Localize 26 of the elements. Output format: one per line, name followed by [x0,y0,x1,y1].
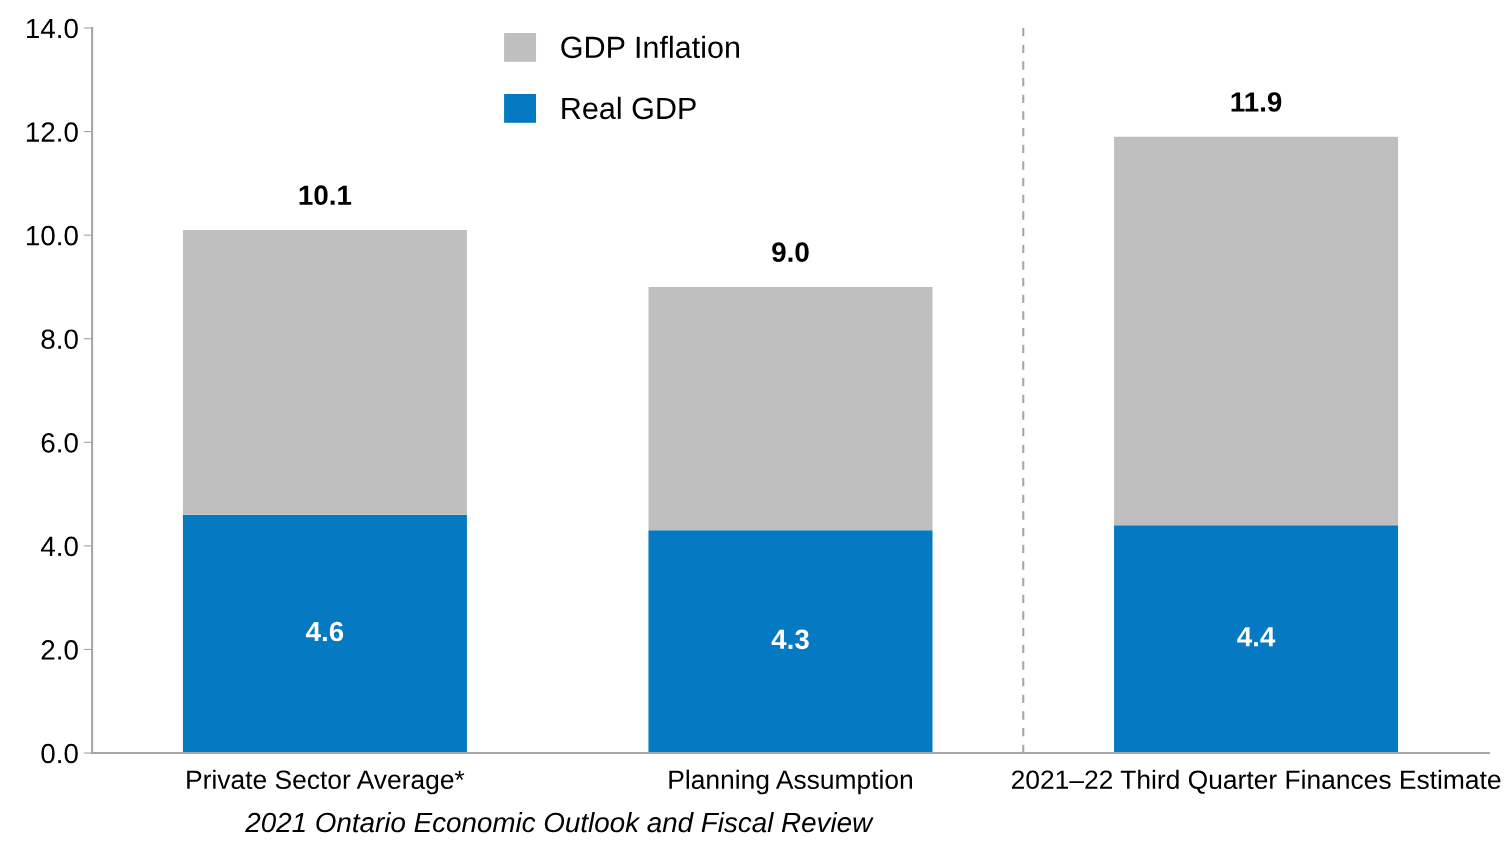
y-tick-label: 8.0 [41,329,78,350]
x-tick-label: 2021–22 Third Quarter Finances Estimate [1011,769,1501,794]
y-tick-label: 10.0 [26,225,78,246]
legend-label: Real GDP [562,96,696,120]
total-label: 11.9 [1231,92,1282,112]
x-tick-label: Private Sector Average* [187,769,465,795]
bar [648,530,933,754]
x-tick-label: Planning Assumption [669,769,913,795]
total-label: 9.0 [772,242,809,262]
y-tick-label: 14.0 [26,18,78,39]
bar [182,514,467,754]
legend-label: GDP Inflation [561,35,739,59]
total-label: 10.1 [299,185,352,206]
text: 2021 Ontario Economic Outlook and Fiscal Review [245,811,874,833]
data-label: 4.3 [771,629,809,650]
bar [1114,136,1399,526]
y-tick-label: 6.0 [41,432,78,453]
y-tick-label: 0.0 [41,743,78,764]
bar [1114,525,1399,754]
data-label: 4.4 [1237,627,1276,647]
data-label: 4.6 [306,621,344,642]
bar [648,286,933,531]
y-tick-label: 2.0 [41,640,78,660]
y-tick-label: 4.0 [40,536,78,557]
bar [182,229,467,515]
y-tick-label: 12.0 [26,122,78,142]
